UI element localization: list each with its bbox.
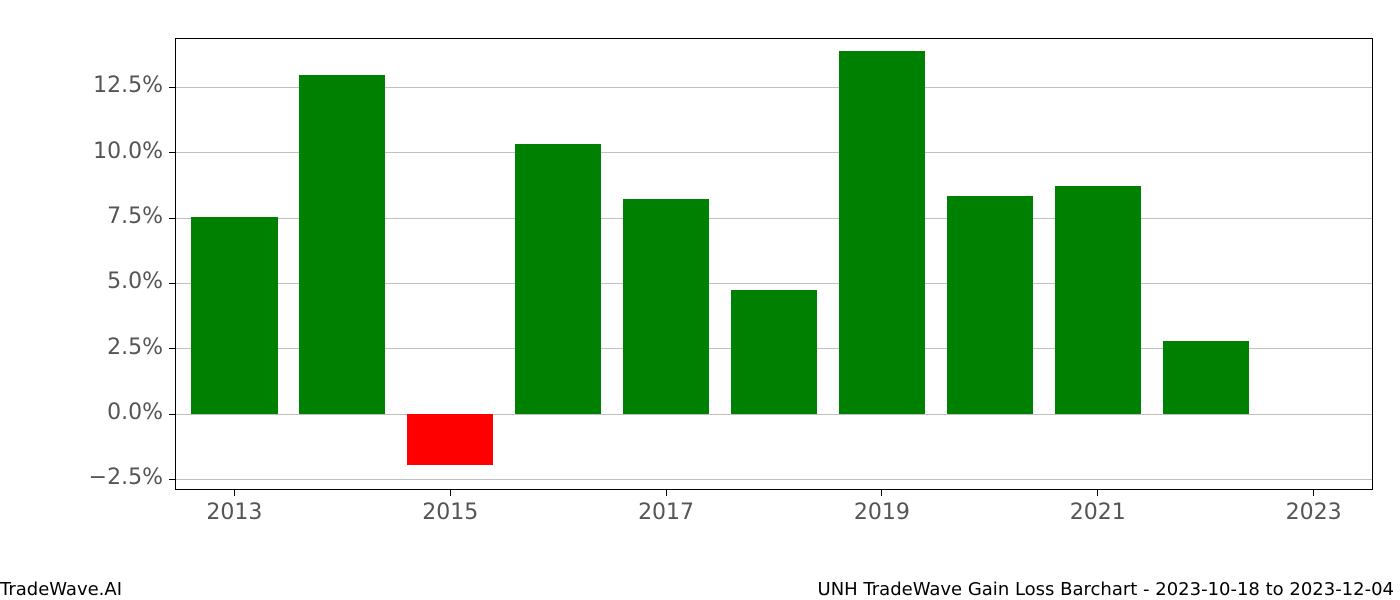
y-tick-label: 0.0%	[0, 400, 163, 425]
x-tick-label: 2015	[400, 500, 500, 525]
x-tick-label: 2019	[832, 500, 932, 525]
x-tick-mark	[666, 490, 667, 496]
x-tick-label: 2013	[184, 500, 284, 525]
y-tick-label: 12.5%	[0, 73, 163, 98]
y-tick-label: 7.5%	[0, 204, 163, 229]
x-tick-label: 2023	[1264, 500, 1364, 525]
y-tick-label: −2.5%	[0, 465, 163, 490]
footer-right-text: UNH TradeWave Gain Loss Barchart - 2023-…	[818, 579, 1394, 600]
x-tick-mark	[450, 490, 451, 496]
y-tick-label: 10.0%	[0, 139, 163, 164]
x-tick-mark	[1313, 490, 1314, 496]
x-tick-mark	[1097, 490, 1098, 496]
x-tick-mark	[234, 490, 235, 496]
y-tick-label: 5.0%	[0, 269, 163, 294]
x-tick-label: 2021	[1048, 500, 1148, 525]
x-tick-label: 2017	[616, 500, 716, 525]
chart-container: TradeWave.AI UNH TradeWave Gain Loss Bar…	[0, 0, 1400, 600]
x-tick-mark	[881, 490, 882, 496]
footer-left-text: TradeWave.AI	[0, 579, 122, 600]
y-tick-label: 2.5%	[0, 335, 163, 360]
axis-frame	[175, 38, 1373, 490]
